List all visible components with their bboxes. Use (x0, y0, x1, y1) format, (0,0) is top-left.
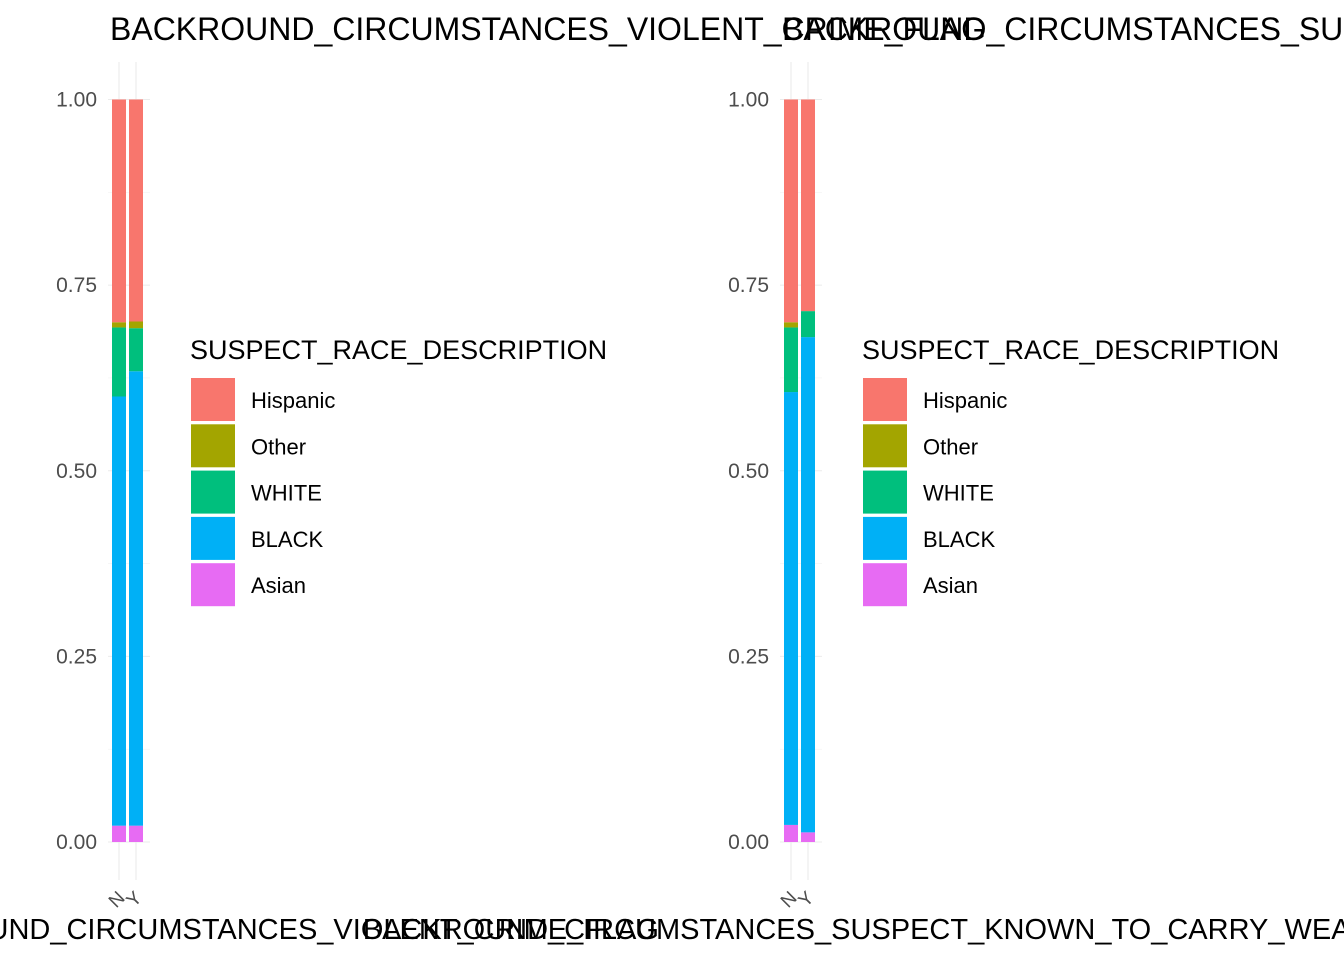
bar-segment-asian-n (784, 824, 798, 842)
y-tick-label: 0.00 (728, 831, 769, 854)
y-tick-label: 0.75 (56, 274, 97, 297)
x-axis-label: BACKROUND_CIRCUMSTANCES_SUSPECT_KNOWN_TO… (363, 914, 1344, 946)
bar-segment-black-y (129, 371, 143, 826)
legend-label-other: Other (923, 434, 978, 459)
legend-label-black: BLACK (251, 527, 323, 552)
y-tick-label: 0.25 (56, 645, 97, 668)
chart-title: BACKROUND_CIRCUMSTANCES_SUSPECT_KNOWN_TO… (782, 11, 1344, 47)
y-tick-label: 0.50 (728, 460, 769, 483)
bar-segment-black-n (784, 392, 798, 825)
legend-label-black: BLACK (923, 527, 995, 552)
legend-key-asian (863, 563, 907, 607)
chart-panel-weapon: 0.000.250.500.751.00NYBACKROUND_CIRCUMST… (363, 11, 1344, 946)
legend-key-black (191, 516, 235, 560)
legend-key-other (863, 424, 907, 468)
legend-label-white: WHITE (251, 481, 322, 506)
legend-key-white (863, 470, 907, 514)
chart-panel-violent-crime: 0.000.250.500.751.00NYBACKROUND_CIRCUMST… (0, 11, 986, 946)
legend-key-black (863, 516, 907, 560)
bar-segment-hispanic-y (129, 99, 143, 322)
legend-label-other: Other (251, 434, 306, 459)
legend-title: SUSPECT_RACE_DESCRIPTION (862, 335, 1279, 365)
bar-segment-asian-y (129, 825, 143, 842)
legend-label-white: WHITE (923, 481, 994, 506)
legend-key-asian (191, 563, 235, 607)
bar-segment-black-n (112, 396, 126, 826)
bar-segment-white-y (801, 311, 815, 338)
legend: SUSPECT_RACE_DESCRIPTION Hispanic Other WHI… (190, 335, 607, 607)
bar-segment-white-n (784, 327, 798, 393)
bar-segment-hispanic-n (112, 99, 126, 323)
legend-label-hispanic: Hispanic (251, 388, 335, 413)
legend: SUSPECT_RACE_DESCRIPTION Hispanic Other WHI… (862, 335, 1279, 607)
bar-segment-white-n (112, 327, 126, 397)
legend-key-other (191, 424, 235, 468)
legend-label-hispanic: Hispanic (923, 388, 1007, 413)
bar-segment-white-y (129, 328, 143, 372)
legend-label-asian: Asian (923, 573, 978, 598)
bar-segment-other-n (784, 322, 798, 328)
chart-title: BACKROUND_CIRCUMSTANCES_VIOLENT_CRIME_FL… (110, 11, 986, 47)
legend-key-hispanic (191, 378, 235, 421)
legend-key-hispanic (863, 378, 907, 421)
bar-segment-other-y (129, 321, 143, 329)
bar-segment-asian-n (112, 825, 126, 842)
y-tick-label: 0.25 (728, 645, 769, 668)
bar-segment-asian-y (801, 832, 815, 842)
bar-segment-other-n (112, 322, 126, 328)
y-tick-label: 1.00 (728, 89, 769, 112)
y-tick-label: 0.50 (56, 460, 97, 483)
y-tick-label: 0.00 (56, 831, 97, 854)
x-axis-label: BACKROUND_CIRCUMSTANCES_VIOLENT_CRIME_FL… (0, 914, 659, 946)
bar-segment-black-y (801, 337, 815, 833)
y-tick-label: 0.75 (728, 274, 769, 297)
y-tick-label: 1.00 (56, 89, 97, 112)
bar-segment-hispanic-n (784, 99, 798, 323)
legend-label-asian: Asian (251, 573, 306, 598)
legend-key-white (191, 470, 235, 514)
legend-title: SUSPECT_RACE_DESCRIPTION (190, 335, 607, 365)
bar-segment-hispanic-y (801, 99, 815, 312)
